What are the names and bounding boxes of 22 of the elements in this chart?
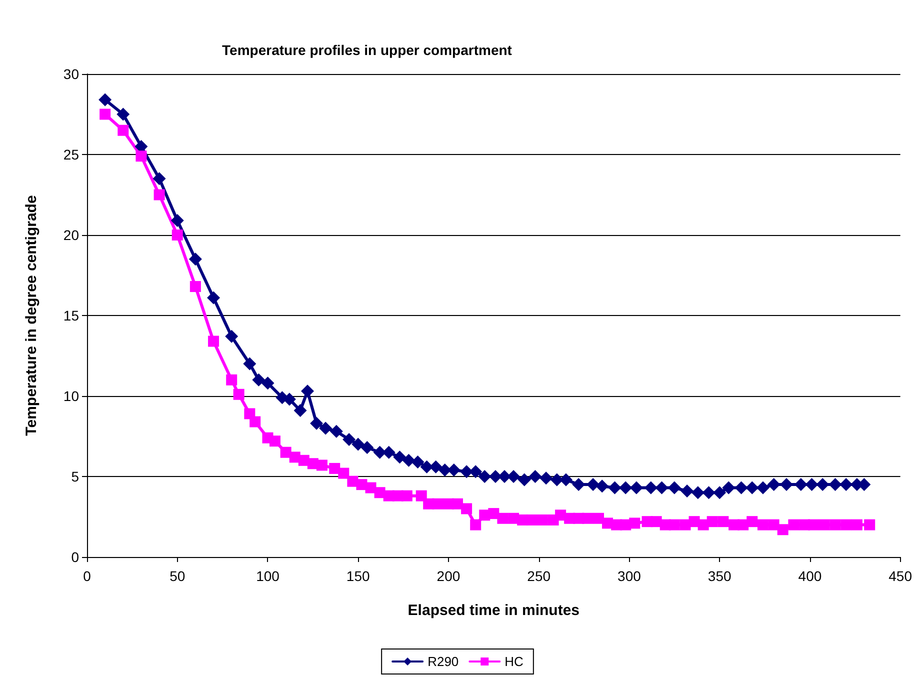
x-tick-label: 450 (888, 568, 912, 584)
x-tick-label: 300 (618, 568, 642, 584)
x-tick-label: 200 (436, 568, 460, 584)
legend-label: HC (504, 654, 524, 669)
x-tick-label: 0 (83, 568, 92, 584)
x-axis-title: Elapsed time in minutes (408, 602, 580, 619)
x-tick-label: 250 (527, 568, 551, 584)
chart-title: Temperature profiles in upper compartment (222, 42, 512, 58)
x-tick-label: 100 (256, 568, 280, 584)
x-tick-label: 50 (170, 568, 186, 584)
y-tick-label: 15 (63, 308, 80, 324)
y-tick-label: 10 (63, 388, 80, 404)
x-tick-label: 350 (708, 568, 732, 584)
y-tick-label: 30 (63, 66, 80, 82)
x-tick-label: 150 (346, 568, 370, 584)
x-tick-label: 400 (798, 568, 822, 584)
y-axis-title: Temperature in degree centigrade (23, 195, 40, 436)
y-tick-label: 20 (63, 227, 80, 243)
y-tick-label: 5 (71, 468, 80, 484)
legend-label: R290 (428, 654, 459, 669)
y-tick-label: 0 (71, 549, 80, 565)
y-tick-label: 25 (63, 146, 80, 162)
